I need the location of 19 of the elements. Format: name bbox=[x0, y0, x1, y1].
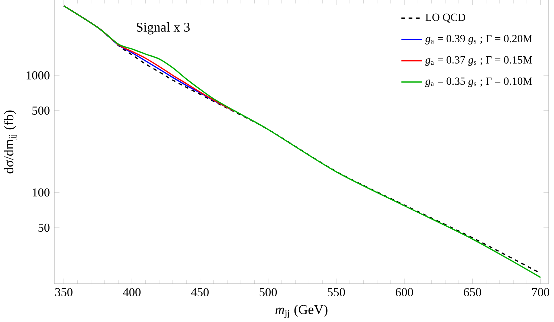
x-tick-label: 700 bbox=[532, 288, 550, 296]
x-tick-label: 600 bbox=[396, 288, 414, 296]
legend-label: g$_{a}$ = 0.35 g$_{s}$ ; Γ = 0.10M bbox=[425, 78, 532, 88]
x-axis-title: m$_{jj}$ (GeV) bbox=[276, 304, 328, 318]
x-tick-label: 450 bbox=[191, 288, 209, 296]
y-tick-label: 50 bbox=[38, 224, 50, 232]
y-tick-label: 100 bbox=[33, 188, 50, 197]
y-tick-label: 500 bbox=[32, 106, 50, 115]
legend-label: LO QCD bbox=[426, 14, 466, 23]
y-axis-title: dσ/dm$_{jj}$ (fb) bbox=[4, 110, 18, 174]
y-tick-label: 1000 bbox=[26, 71, 50, 80]
x-tick-label: 550 bbox=[328, 288, 346, 296]
x-tick-label: 350 bbox=[56, 288, 73, 296]
legend-label: g$_{a}$ = 0.39 g$_{s}$ ; Γ = 0.20M bbox=[425, 35, 532, 45]
legend-label: g$_{a}$ = 0.37 g$_{s}$ ; Γ = 0.15M bbox=[425, 56, 532, 66]
annotation: Signal x 3 bbox=[137, 22, 190, 35]
x-tick-label: 500 bbox=[260, 288, 278, 296]
x-tick-label: 650 bbox=[464, 288, 482, 296]
x-tick-label: 400 bbox=[123, 288, 141, 296]
